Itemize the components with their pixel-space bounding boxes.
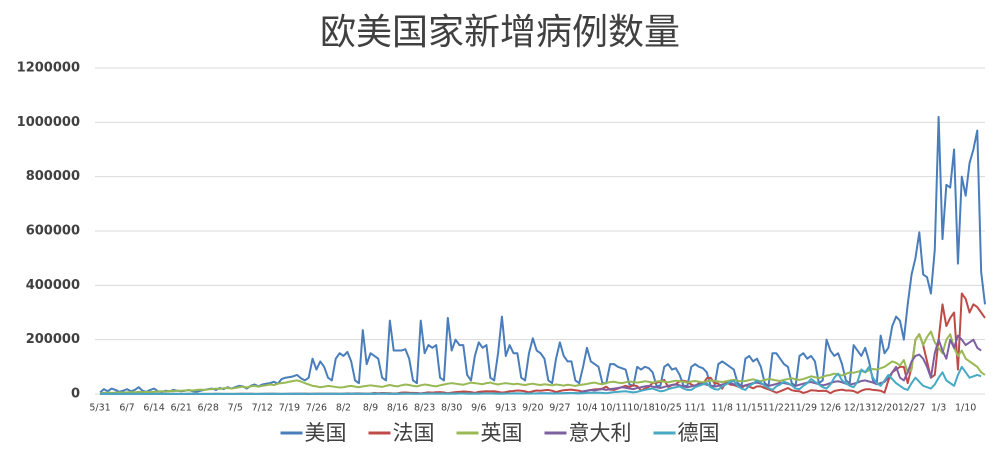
chart-title: 欧美国家新增病例数量	[320, 12, 680, 53]
x-tick-label: 1/3	[931, 403, 946, 414]
y-tick-label: 0	[71, 387, 80, 402]
x-tick-label: 6/7	[119, 403, 134, 414]
x-tick-label: 11/1	[684, 403, 705, 414]
legend-label: 意大利	[569, 421, 632, 445]
x-tick-label: 6/28	[198, 403, 219, 414]
x-tick-label: 8/16	[387, 403, 408, 414]
series-line	[99, 365, 982, 395]
x-tick-label: 1/10	[955, 403, 976, 414]
x-tick-label: 9/13	[495, 403, 516, 414]
legend-label: 英国	[481, 421, 523, 445]
x-tick-label: 6/21	[170, 403, 191, 414]
x-tick-label: 10/18	[627, 403, 654, 414]
x-tick-label: 7/12	[252, 403, 273, 414]
x-tick-label: 11/8	[712, 403, 733, 414]
x-tick-label: 12/20	[871, 403, 898, 414]
x-tick-label: 6/14	[143, 403, 164, 414]
legend-label: 美国	[305, 421, 347, 445]
y-tick-label: 600000	[26, 224, 80, 239]
x-tick-label: 10/11	[600, 403, 627, 414]
x-tick-label: 12/27	[898, 403, 925, 414]
x-tick-label: 7/5	[228, 403, 243, 414]
x-tick-label: 7/26	[306, 403, 327, 414]
legend-label: 德国	[678, 421, 720, 445]
x-tick-label: 9/27	[549, 403, 570, 414]
x-tick-label: 12/13	[844, 403, 871, 414]
y-tick-label: 400000	[26, 278, 80, 293]
x-tick-label: 11/29	[790, 403, 817, 414]
x-tick-label: 8/30	[441, 403, 462, 414]
legend-label: 法国	[393, 421, 435, 445]
x-tick-label: 9/6	[471, 403, 486, 414]
y-tick-label: 1000000	[17, 115, 80, 130]
x-tick-label: 10/25	[654, 403, 681, 414]
y-tick-label: 800000	[26, 169, 80, 184]
x-tick-label: 8/9	[363, 403, 378, 414]
x-tick-label: 11/15	[736, 403, 763, 414]
x-tick-label: 8/2	[336, 403, 351, 414]
x-tick-label: 10/4	[576, 403, 597, 414]
x-tick-label: 12/6	[820, 403, 841, 414]
x-tick-label: 9/20	[522, 403, 543, 414]
x-tick-label: 11/22	[763, 403, 790, 414]
x-tick-label: 7/19	[279, 403, 300, 414]
y-tick-label: 1200000	[17, 61, 80, 76]
series-line	[99, 115, 986, 394]
series-line	[99, 292, 986, 395]
x-tick-label: 8/23	[414, 403, 435, 414]
x-tick-label: 5/31	[89, 403, 110, 414]
y-tick-label: 200000	[26, 332, 80, 347]
